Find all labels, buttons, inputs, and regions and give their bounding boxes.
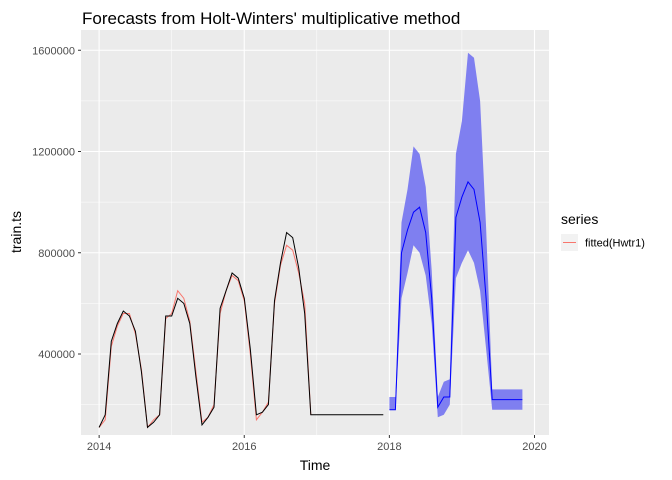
legend-label-fitted: fitted(Hwtr1) [585, 238, 645, 250]
x-axis-title: Time [300, 457, 331, 473]
y-tick-label: 1200000 [32, 147, 75, 159]
legend-title: series [561, 211, 598, 227]
y-axis-ticks: 400000 800000 1200000 1600000 [32, 45, 81, 361]
prediction-interval-band [389, 52, 523, 418]
chart-title: Forecasts from Holt-Winters' multiplicat… [82, 9, 460, 28]
gridlines [81, 30, 549, 435]
series-lines [98, 180, 523, 429]
actual-series-line [98, 231, 384, 429]
legend: series fitted(Hwtr1) [561, 211, 645, 251]
y-tick-label: 800000 [38, 248, 75, 260]
x-axis-ticks: 2014 2016 2018 2020 [87, 435, 547, 453]
x-tick-label: 2020 [522, 441, 546, 453]
x-tick-label: 2014 [87, 441, 111, 453]
y-axis-title: train.ts [8, 211, 24, 253]
forecast-mean-line [389, 180, 523, 411]
x-tick-label: 2016 [232, 441, 256, 453]
x-tick-label: 2018 [377, 441, 401, 453]
y-tick-label: 400000 [38, 349, 75, 361]
prediction-interval-area [389, 52, 523, 418]
y-tick-label: 1600000 [32, 45, 75, 57]
